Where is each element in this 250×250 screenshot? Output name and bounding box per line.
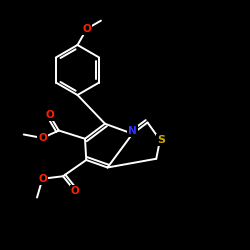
Text: O: O [38, 174, 47, 184]
Text: S: S [157, 135, 165, 145]
Text: N: N [128, 126, 137, 136]
Text: O: O [82, 24, 91, 34]
Text: O: O [71, 186, 80, 196]
Text: O: O [45, 110, 54, 120]
Text: O: O [38, 133, 47, 143]
